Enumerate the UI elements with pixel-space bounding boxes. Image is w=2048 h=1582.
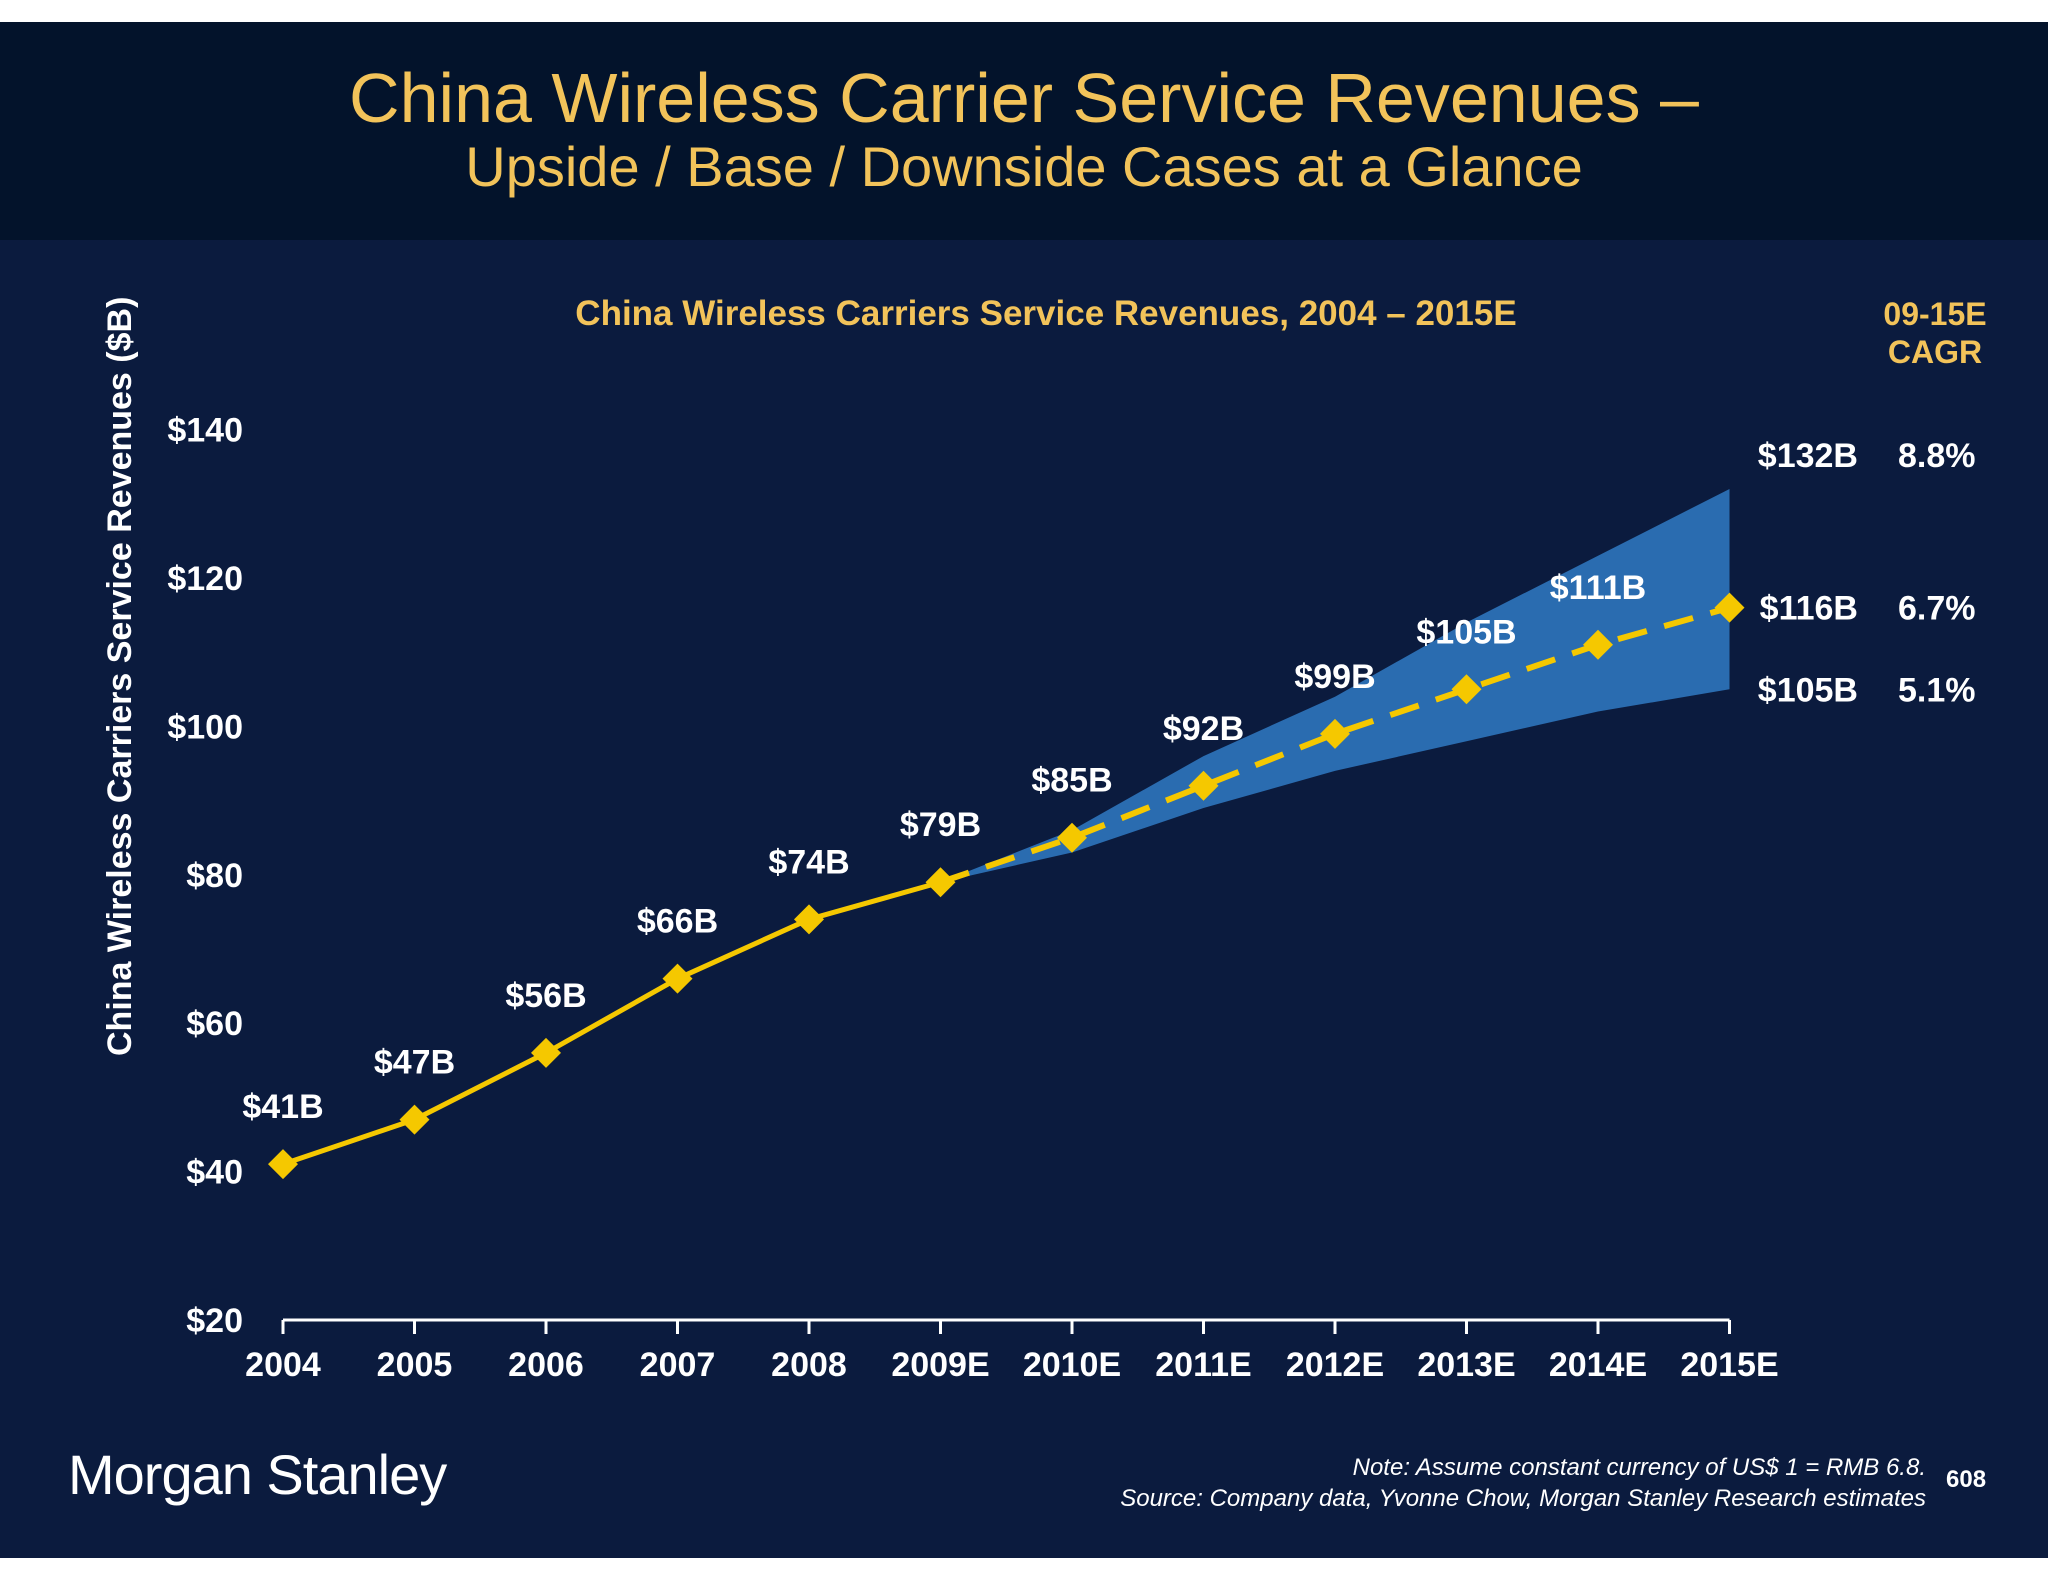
x-tick-label: 2013E [1417,1346,1515,1384]
y-tick-label: $100 [167,708,243,746]
case-cagr-label: 6.7% [1898,590,1976,628]
slide-subtitle: Upside / Base / Downside Cases at a Glan… [465,135,1583,198]
y-tick-label: $20 [186,1302,243,1340]
data-point-marker [1583,629,1613,660]
page-number: 608 [1946,1466,1987,1493]
y-tick-label: $60 [186,1005,243,1043]
y-tick-label: $120 [167,560,243,598]
slide: China Wireless Carrier Service Revenues … [0,22,2048,1558]
case-value-label: $116B [1760,590,1858,628]
data-point-marker [1188,770,1219,801]
case-value-label: $132B [1758,437,1858,475]
x-tick-label: 2010E [1023,1346,1121,1384]
data-point-marker [1714,592,1745,623]
data-point-marker [268,1149,298,1180]
x-tick-label: 2004 [245,1346,321,1384]
y-tick-label: $40 [186,1154,243,1192]
data-point-marker [662,963,693,994]
data-point-marker [1057,822,1087,853]
x-tick-label: 2011E [1155,1346,1251,1384]
data-label: $41B [242,1088,323,1126]
footnote: Note: Assume constant currency of US$ 1 … [1120,1452,1926,1514]
x-tick-label: 2015E [1680,1346,1778,1384]
cagr-header-line: 09-15E [1883,296,1986,332]
x-tick-label: 2014E [1549,1346,1647,1384]
header-bar: China Wireless Carrier Service Revenues … [0,22,2048,240]
x-tick-label: 2005 [377,1346,453,1384]
revenue-chart: China Wireless Carriers Service Revenues… [101,294,1987,1384]
y-tick-label: $140 [167,412,243,450]
data-label: $56B [505,977,586,1015]
data-label: $66B [637,903,718,941]
data-label: $92B [1163,710,1244,748]
data-label: $79B [900,806,981,844]
data-point-marker [531,1037,561,1068]
data-point-marker [794,904,824,935]
cagr-header-line: CAGR [1888,334,1982,370]
chart-title: China Wireless Carriers Service Revenues… [575,294,1516,333]
x-tick-label: 2009E [891,1346,989,1384]
note-text: Note: Assume constant currency of US$ 1 … [1352,1454,1926,1481]
case-cagr-label: 8.8% [1898,437,1976,475]
data-point-marker [1451,674,1482,705]
source-text: Source: Company data, Yvonne Chow, Morga… [1120,1485,1926,1512]
x-tick-label: 2007 [640,1346,716,1384]
x-tick-label: 2008 [771,1346,847,1384]
y-tick-label: $80 [186,857,243,895]
scenario-range-band [940,488,1730,883]
x-tick-label: 2012E [1286,1346,1384,1384]
y-axis-label: China Wireless Carriers Service Revenues… [101,297,139,1056]
data-label: $47B [374,1044,455,1082]
case-value-label: $105B [1758,671,1858,709]
data-point-marker [1320,718,1350,749]
data-label: $105B [1416,613,1516,651]
data-point-marker [399,1104,430,1135]
slide-title: China Wireless Carrier Service Revenues … [349,59,1699,137]
historical-line [282,879,942,1167]
x-tick-label: 2006 [508,1346,584,1384]
morgan-stanley-logo: Morgan Stanley [68,1443,447,1506]
data-point-marker [925,867,956,898]
data-label: $99B [1294,658,1375,696]
data-label: $74B [768,843,849,881]
data-label: $85B [1031,762,1112,800]
data-label: $111B [1550,569,1646,607]
case-cagr-label: 5.1% [1898,671,1976,709]
